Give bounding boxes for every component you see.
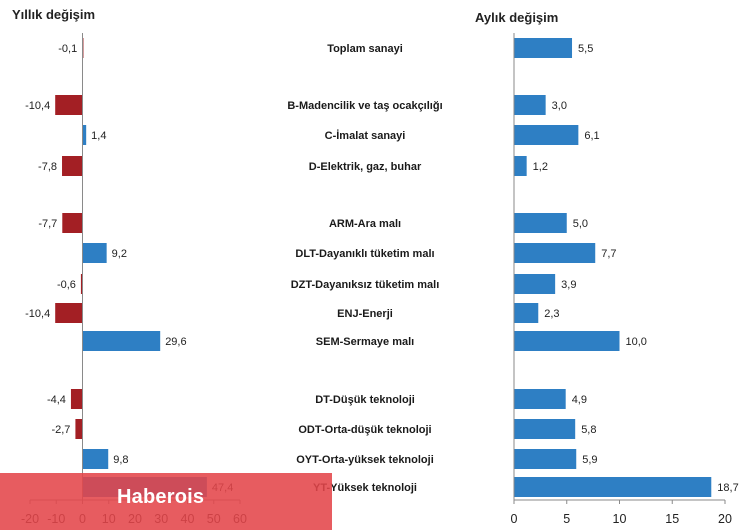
- monthly-tick-label: 5: [563, 512, 570, 526]
- category-label: YT-Yüksek teknoloji: [313, 482, 417, 494]
- monthly-value-label: 5,0: [573, 218, 588, 230]
- annual-value-label: -0,6: [57, 279, 76, 291]
- annual-value-label: -4,4: [47, 394, 66, 406]
- annual-value-label: -2,7: [51, 424, 70, 436]
- category-label: OYT-Orta-yüksek teknoloji: [296, 454, 434, 466]
- monthly-bar: [514, 38, 573, 58]
- monthly-value-label: 5,5: [578, 43, 593, 55]
- monthly-change-chart: Aylık değişim 5,5 3,0 6,1 1,2 5,0 7,7 3,9 2,3 10,…: [475, 10, 739, 526]
- category-label: SEM-Sermaye malı: [316, 336, 414, 348]
- category-label: DLT-Dayanıklı tüketim malı: [295, 248, 434, 260]
- annual-value-label: 29,6: [165, 336, 186, 348]
- annual-bar: [75, 419, 83, 439]
- monthly-bar: [514, 95, 546, 115]
- monthly-tick-label: 0: [511, 512, 518, 526]
- monthly-bar: [514, 303, 539, 323]
- monthly-bar: [514, 243, 596, 263]
- monthly-value-label: 1,2: [533, 161, 548, 173]
- annual-value-label: -10,4: [25, 308, 50, 320]
- annual-value-label: -7,7: [38, 218, 57, 230]
- annual-value-label: -0,1: [58, 43, 77, 55]
- category-label: Toplam sanayi: [327, 43, 403, 55]
- annual-value-label: -7,8: [38, 161, 57, 173]
- monthly-value-label: 10,0: [626, 336, 647, 348]
- category-label: ODT-Orta-düşük teknoloji: [298, 424, 431, 436]
- category-label: B-Madencilik ve taş ocakçılığı: [287, 100, 442, 112]
- monthly-bar: [514, 213, 567, 233]
- annual-bar: [62, 156, 83, 176]
- monthly-value-label: 3,0: [552, 100, 567, 112]
- monthly-value-label: 5,9: [582, 454, 597, 466]
- monthly-tick-label: 10: [613, 512, 627, 526]
- monthly-bar: [514, 419, 576, 439]
- monthly-bar: [514, 331, 620, 351]
- monthly-value-label: 18,7: [717, 482, 738, 494]
- monthly-bar: [514, 477, 712, 497]
- monthly-bar: [514, 449, 577, 469]
- annual-bar: [70, 389, 83, 409]
- category-label: DT-Düşük teknoloji: [315, 394, 415, 406]
- monthly-tick-label: 20: [718, 512, 732, 526]
- monthly-value-label: 7,7: [601, 248, 616, 260]
- monthly-tick-label: 15: [665, 512, 679, 526]
- annual-bar: [82, 125, 87, 145]
- annual-bar: [80, 274, 83, 294]
- annual-value-label: -10,4: [25, 100, 50, 112]
- annual-change-chart: Yıllık değişim -0,1 -10,4 1,4 -7,8 -7,7 9,2 -0,…: [12, 7, 247, 526]
- category-label: ENJ-Enerji: [337, 308, 393, 320]
- annual-bar: [82, 331, 161, 351]
- annual-value-label: 9,8: [113, 454, 128, 466]
- annual-bar: [55, 303, 83, 323]
- category-label: ARM-Ara malı: [329, 218, 401, 230]
- annual-bar: [82, 243, 107, 263]
- annual-value-label: 9,2: [112, 248, 127, 260]
- annual-chart-title: Yıllık değişim: [12, 7, 95, 22]
- category-labels: Toplam sanayi B-Madencilik ve taş ocakçıl…: [287, 43, 442, 494]
- monthly-chart-title: Aylık değişim: [475, 10, 558, 25]
- annual-bar: [82, 449, 109, 469]
- watermark-logo-text: Haberois: [117, 486, 205, 508]
- watermark-banner: Haberois: [0, 473, 332, 530]
- monthly-bar: [514, 125, 579, 145]
- annual-bar: [62, 213, 83, 233]
- monthly-value-label: 2,3: [544, 308, 559, 320]
- monthly-bar: [514, 389, 566, 409]
- monthly-value-label: 4,9: [572, 394, 587, 406]
- category-label: D-Elektrik, gaz, buhar: [309, 161, 422, 173]
- annual-value-label: 1,4: [91, 130, 106, 142]
- monthly-value-label: 3,9: [561, 279, 576, 291]
- category-label: C-İmalat sanayi: [325, 129, 406, 142]
- monthly-bar: [514, 274, 556, 294]
- monthly-value-label: 5,8: [581, 424, 596, 436]
- annual-bar: [55, 95, 83, 115]
- monthly-value-label: 6,1: [584, 130, 599, 142]
- category-label: DZT-Dayanıksız tüketim malı: [291, 279, 440, 291]
- monthly-bar: [514, 156, 527, 176]
